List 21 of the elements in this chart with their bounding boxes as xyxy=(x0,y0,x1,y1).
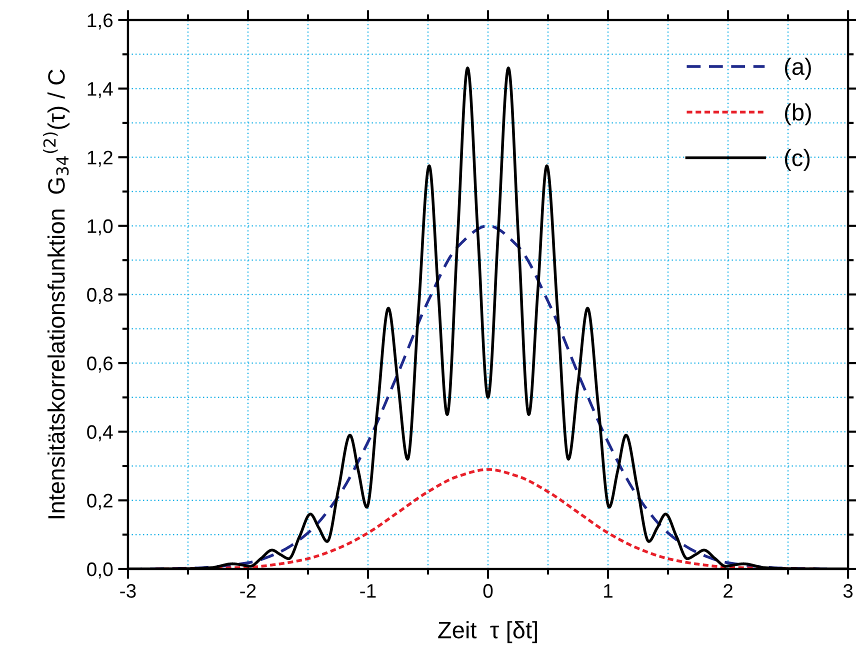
y-tick-label: 0,6 xyxy=(87,356,113,373)
y-tick-label: 1,2 xyxy=(88,150,112,167)
y-tick-label: 1,4 xyxy=(88,82,113,98)
x-tick-label: 3 xyxy=(843,584,853,598)
x-tick-label: 0 xyxy=(483,584,493,598)
x-tick-label: -2 xyxy=(240,584,256,598)
legend-label: (c) xyxy=(785,148,810,171)
y-tick-label: 0,4 xyxy=(87,425,113,442)
legend-label: (b) xyxy=(785,103,811,126)
y-tick-label: 1,0 xyxy=(88,219,113,236)
y-tick-label: 0,2 xyxy=(87,494,112,510)
x-axis-title: Zeit τ [δt] xyxy=(438,621,537,644)
y-tick-label: 0,0 xyxy=(87,562,113,578)
legend-label: (a) xyxy=(785,58,811,80)
x-tick-label: 1 xyxy=(604,584,612,598)
x-tick-label: -1 xyxy=(360,584,376,598)
x-tick-label: -3 xyxy=(120,584,136,598)
y-axis-title: Intensitätskorrelationsfunktion G$_{34}$$^{(2)}$(τ) / C xyxy=(43,70,70,518)
y-tick-label: 0,8 xyxy=(87,288,113,304)
x-tick-label: 2 xyxy=(724,584,732,598)
y-tick-label: 1,6 xyxy=(88,13,113,30)
